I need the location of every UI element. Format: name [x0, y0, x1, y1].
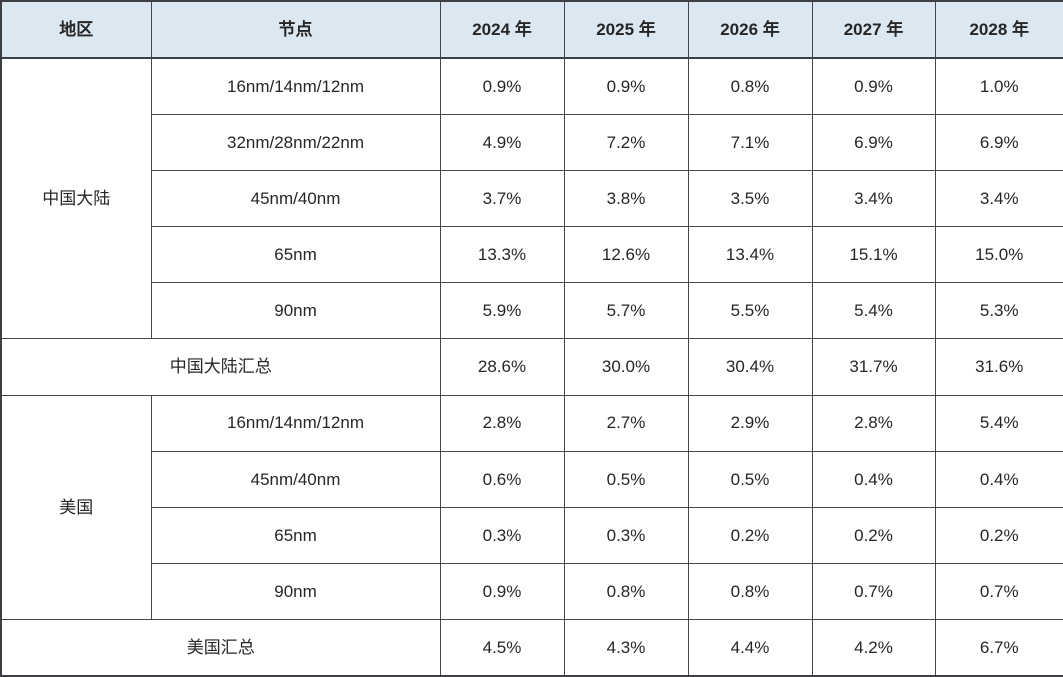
value-cell: 3.4%: [934, 169, 1063, 228]
value-cell: 3.4%: [811, 169, 936, 228]
summary-value-cell: 30.0%: [563, 338, 689, 396]
value-cell: 5.7%: [563, 282, 689, 340]
table-row: 65nm 13.3% 12.6% 13.4% 15.1% 15.0%: [1, 226, 1063, 284]
value-cell: 5.4%: [811, 282, 936, 340]
header-year-2025: 2025 年: [563, 0, 689, 59]
value-cell: 12.6%: [563, 226, 689, 284]
summary-label-cell: 中国大陆汇总: [0, 338, 441, 396]
value-cell: 0.9%: [563, 57, 689, 115]
value-cell: 2.9%: [687, 394, 813, 452]
value-cell: 6.9%: [934, 113, 1063, 171]
value-cell: 13.3%: [439, 226, 565, 284]
value-cell: 13.4%: [687, 226, 813, 284]
summary-value-cell: 31.6%: [934, 338, 1063, 396]
summary-value-cell: 4.2%: [811, 619, 936, 677]
value-cell: 0.7%: [934, 563, 1063, 621]
value-cell: 1.0%: [934, 57, 1063, 115]
node-cell: 65nm: [150, 226, 441, 284]
value-cell: 0.4%: [934, 450, 1063, 508]
summary-value-cell: 4.4%: [687, 619, 813, 677]
table-row: 32nm/28nm/22nm 4.9% 7.2% 7.1% 6.9% 6.9%: [1, 113, 1063, 171]
summary-row: 美国汇总 4.5% 4.3% 4.4% 4.2% 6.7%: [0, 619, 1063, 677]
summary-value-cell: 6.7%: [934, 619, 1063, 677]
summary-value-cell: 28.6%: [439, 338, 565, 396]
value-cell: 0.8%: [687, 563, 813, 621]
node-cell: 65nm: [150, 506, 441, 565]
value-cell: 0.7%: [811, 563, 936, 621]
value-cell: 5.9%: [439, 282, 565, 340]
node-cell: 90nm: [150, 282, 441, 340]
region-cell: 美国: [0, 394, 152, 621]
summary-value-cell: 4.5%: [439, 619, 565, 677]
header-year-2028: 2028 年: [934, 0, 1063, 59]
node-cell: 16nm/14nm/12nm: [150, 57, 441, 115]
table-header: 地区 节点 2024 年 2025 年 2026 年 2027 年 2028 年: [0, 0, 1063, 59]
value-cell: 0.2%: [687, 506, 813, 565]
summary-value-cell: 4.3%: [563, 619, 689, 677]
value-cell: 3.8%: [563, 169, 689, 228]
table-body: 中国大陆 16nm/14nm/12nm 0.9% 0.9% 0.8% 0.9% 1.0% 32…: [0, 57, 1063, 677]
value-cell: 5.4%: [934, 394, 1063, 452]
value-cell: 0.3%: [439, 506, 565, 565]
value-cell: 2.7%: [563, 394, 689, 452]
value-cell: 0.4%: [811, 450, 936, 508]
node-cell: 90nm: [150, 563, 441, 621]
value-cell: 0.2%: [934, 506, 1063, 565]
value-cell: 0.8%: [563, 563, 689, 621]
value-cell: 7.1%: [687, 113, 813, 171]
table-row: 45nm/40nm 0.6% 0.5% 0.5% 0.4% 0.4%: [1, 450, 1063, 508]
node-cell: 16nm/14nm/12nm: [150, 394, 441, 452]
header-row: 地区 节点 2024 年 2025 年 2026 年 2027 年 2028 年: [0, 0, 1063, 59]
value-cell: 5.5%: [687, 282, 813, 340]
node-cell: 45nm/40nm: [150, 169, 441, 228]
summary-value-cell: 30.4%: [687, 338, 813, 396]
value-cell: 4.9%: [439, 113, 565, 171]
table-row: 中国大陆 16nm/14nm/12nm 0.9% 0.9% 0.8% 0.9% 1.0%: [0, 57, 1063, 340]
header-year-2024: 2024 年: [439, 0, 565, 59]
value-cell: 2.8%: [439, 394, 565, 452]
region-cell: 中国大陆: [0, 57, 152, 340]
value-cell: 0.5%: [563, 450, 689, 508]
value-cell: 5.3%: [934, 282, 1063, 340]
value-cell: 15.0%: [934, 226, 1063, 284]
table-row: 90nm 5.9% 5.7% 5.5% 5.4% 5.3%: [1, 282, 1063, 340]
table-row: 美国 16nm/14nm/12nm 2.8% 2.7% 2.9% 2.8% 5.4%: [0, 394, 1063, 621]
header-node: 节点: [150, 0, 441, 59]
node-cell: 45nm/40nm: [150, 450, 441, 508]
summary-label-cell: 美国汇总: [0, 619, 441, 677]
value-cell: 3.5%: [687, 169, 813, 228]
value-cell: 15.1%: [811, 226, 936, 284]
table-row: 45nm/40nm 3.7% 3.8% 3.5% 3.4% 3.4%: [1, 169, 1063, 228]
node-cell: 32nm/28nm/22nm: [150, 113, 441, 171]
value-cell: 7.2%: [563, 113, 689, 171]
value-cell: 2.8%: [811, 394, 936, 452]
value-cell: 0.2%: [811, 506, 936, 565]
value-cell: 0.3%: [563, 506, 689, 565]
value-cell: 0.5%: [687, 450, 813, 508]
value-cell: 0.9%: [439, 57, 565, 115]
value-cell: 0.9%: [439, 563, 565, 621]
value-cell: 0.8%: [687, 57, 813, 115]
summary-value-cell: 31.7%: [811, 338, 936, 396]
header-region: 地区: [0, 0, 152, 59]
header-year-2027: 2027 年: [811, 0, 936, 59]
value-cell: 3.7%: [439, 169, 565, 228]
value-cell: 6.9%: [811, 113, 936, 171]
table-row: 90nm 0.9% 0.8% 0.8% 0.7% 0.7%: [1, 563, 1063, 621]
value-cell: 0.6%: [439, 450, 565, 508]
table-row: 65nm 0.3% 0.3% 0.2% 0.2% 0.2%: [1, 506, 1063, 565]
summary-row: 中国大陆汇总 28.6% 30.0% 30.4% 31.7% 31.6%: [0, 338, 1063, 396]
value-cell: 0.9%: [811, 57, 936, 115]
header-year-2026: 2026 年: [687, 0, 813, 59]
